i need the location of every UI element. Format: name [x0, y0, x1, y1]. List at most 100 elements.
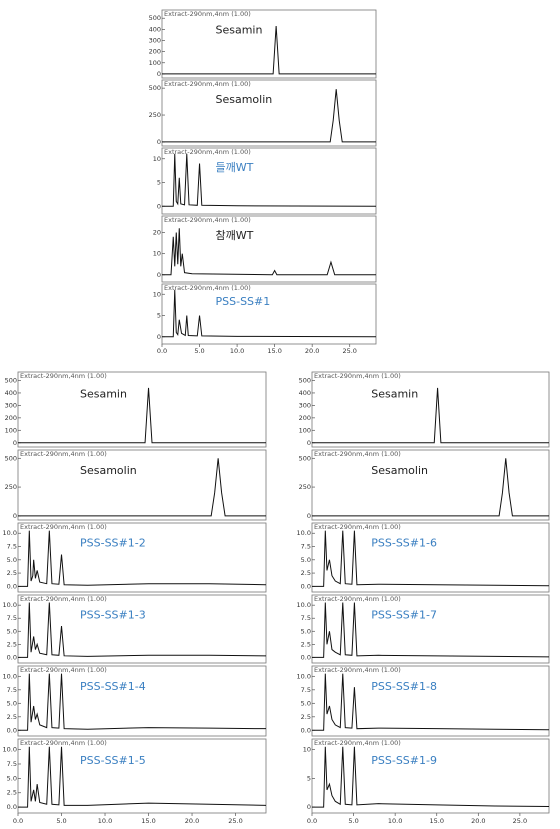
y-tick-label: 2.5 [301, 640, 311, 648]
y-tick-label: 100 [149, 59, 161, 67]
y-tick-label: 0 [157, 271, 161, 279]
y-tick-label: 7.5 [7, 614, 17, 622]
panel-frame [161, 9, 377, 79]
y-tick-label: 10 [303, 746, 311, 754]
trace [18, 530, 266, 587]
y-tick-label: 7.5 [7, 760, 17, 768]
y-tick-label: 7.5 [7, 686, 17, 694]
trace [312, 673, 549, 731]
y-tick-label: 5 [157, 179, 161, 187]
x-tick-label: 10.0 [98, 817, 112, 825]
trace [18, 673, 266, 731]
panel-label: Sesamin [80, 388, 127, 401]
y-tick-label: 250 [5, 483, 17, 491]
y-tick-label: 200 [149, 48, 161, 56]
y-tick-label: 500 [299, 376, 311, 384]
panel-header: Extract-290nm,4nm (1.00) [314, 739, 401, 747]
trace [312, 458, 549, 517]
y-tick-label: 0 [157, 138, 161, 146]
y-tick-label: 300 [149, 36, 161, 44]
trace [312, 602, 549, 658]
y-tick-label: 10.0 [297, 529, 311, 537]
panel-frame [17, 371, 267, 448]
y-tick-label: 10.0 [297, 601, 311, 609]
panel-label: Sesamin [216, 23, 263, 36]
panel-header: Extract-290nm,4nm (1.00) [314, 666, 401, 674]
y-tick-label: 0.0 [301, 726, 311, 734]
y-tick-label: 5.0 [7, 774, 17, 782]
y-tick-label: 500 [149, 84, 161, 92]
y-tick-label: 0 [157, 202, 161, 210]
panel-label: Sesamolin [216, 93, 273, 106]
panel-frame [311, 665, 550, 737]
x-tick-label: 25.0 [228, 817, 242, 825]
panel-label: PSS-SS#1-7 [371, 608, 437, 621]
panel-frame [311, 371, 550, 448]
panel-header: Extract-290nm,4nm (1.00) [314, 595, 401, 603]
y-tick-label: 5.0 [301, 699, 311, 707]
y-tick-label: 10.0 [3, 529, 17, 537]
y-tick-label: 200 [299, 414, 311, 422]
x-tick-label: 5.0 [56, 817, 66, 825]
panel-header: Extract-290nm,4nm (1.00) [164, 216, 251, 224]
y-tick-label: 0 [307, 512, 311, 520]
panel-header: Extract-290nm,4nm (1.00) [20, 595, 107, 603]
panel-label: Sesamin [371, 388, 418, 401]
trace [312, 387, 549, 444]
panel-label: Sesamolin [371, 464, 428, 477]
panel-label: PSS-SS#1-4 [80, 680, 146, 693]
panel-header: Extract-290nm,4nm (1.00) [20, 739, 107, 747]
panel-label: PSS-SS#1-5 [80, 754, 146, 767]
trace [162, 153, 376, 207]
y-tick-label: 100 [5, 426, 17, 434]
y-tick-label: 0 [157, 70, 161, 78]
y-tick-label: 0 [13, 512, 17, 520]
trace [162, 228, 376, 276]
y-tick-label: 5.0 [7, 627, 17, 635]
x-tick-label: 10.0 [230, 347, 244, 355]
panel-header: Extract-290nm,4nm (1.00) [164, 10, 251, 18]
y-tick-label: 10 [153, 250, 161, 258]
panel-frame [161, 147, 377, 215]
x-tick-label: 0.0 [13, 817, 23, 825]
x-tick-label: 15.0 [141, 817, 155, 825]
y-tick-label: 0.0 [301, 582, 311, 590]
panel-frame [311, 738, 550, 814]
x-tick-label: 20.0 [305, 347, 319, 355]
panel-label: 들깨WT [216, 161, 254, 174]
y-tick-label: 10 [153, 155, 161, 163]
panel-header: Extract-290nm,4nm (1.00) [20, 666, 107, 674]
y-tick-label: 500 [299, 454, 311, 462]
panel-frame [17, 594, 267, 664]
y-tick-label: 400 [149, 25, 161, 33]
trace [162, 25, 376, 75]
y-tick-label: 0 [307, 439, 311, 447]
y-tick-label: 400 [5, 389, 17, 397]
trace [18, 458, 266, 517]
y-tick-label: 5 [157, 312, 161, 320]
x-tick-label: 10.0 [388, 817, 402, 825]
y-tick-label: 500 [5, 454, 17, 462]
panel-frame [311, 522, 550, 593]
y-tick-label: 0.0 [7, 653, 17, 661]
panel-frame [17, 665, 267, 737]
panel-label: 참깨WT [216, 229, 254, 242]
y-tick-label: 200 [5, 414, 17, 422]
panel-header: Extract-290nm,4nm (1.00) [20, 372, 107, 380]
y-tick-label: 7.5 [301, 686, 311, 694]
y-tick-label: 0.0 [7, 726, 17, 734]
panel-label: PSS-SS#1-8 [371, 680, 437, 693]
panel-frame [17, 522, 267, 593]
y-tick-label: 7.5 [301, 614, 311, 622]
y-tick-label: 2.5 [7, 569, 17, 577]
panel-header: Extract-290nm,4nm (1.00) [164, 148, 251, 156]
panel-header: Extract-290nm,4nm (1.00) [164, 284, 251, 292]
y-tick-label: 2.5 [301, 713, 311, 721]
panel-header: Extract-290nm,4nm (1.00) [20, 523, 107, 531]
y-tick-label: 0.0 [7, 582, 17, 590]
y-tick-label: 10 [153, 290, 161, 298]
panel-header: Extract-290nm,4nm (1.00) [164, 80, 251, 88]
y-tick-label: 0 [13, 439, 17, 447]
y-tick-label: 400 [299, 389, 311, 397]
y-tick-label: 10.0 [3, 601, 17, 609]
